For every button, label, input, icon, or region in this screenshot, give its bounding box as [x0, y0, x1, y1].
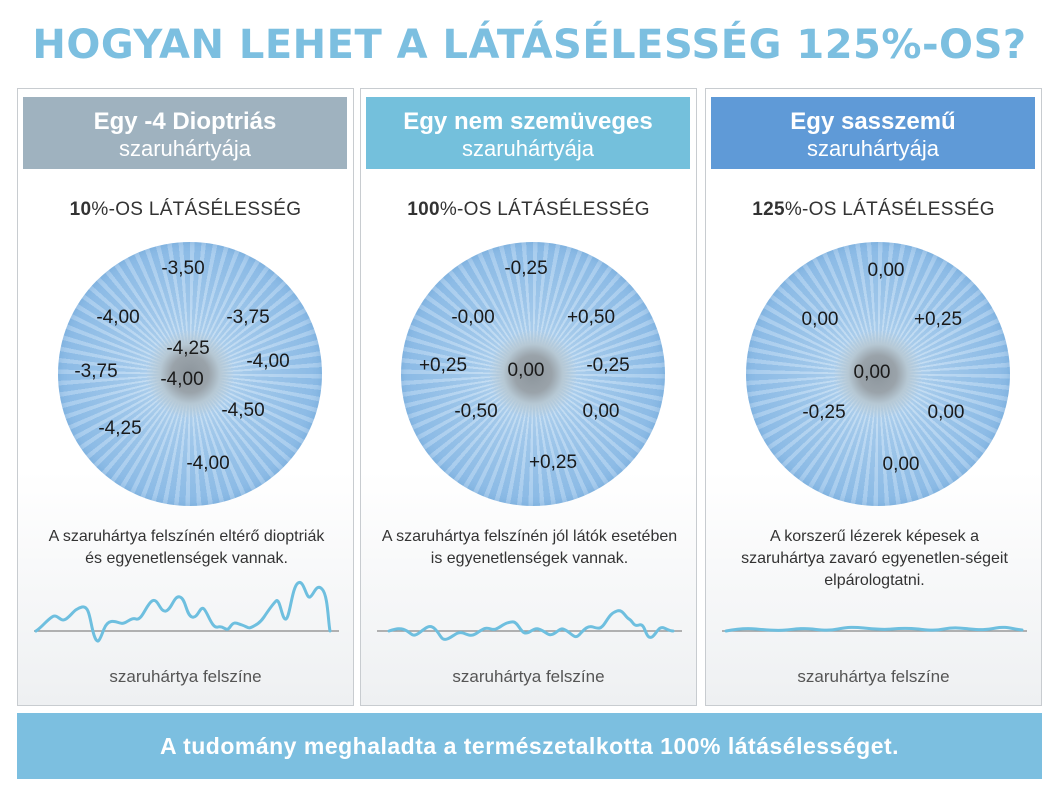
- acuity-text: %-OS LÁTÁSÉLESSÉG: [91, 199, 302, 220]
- acuity-label: 100%-OS LÁTÁSÉLESSÉG: [361, 199, 696, 221]
- page-title: HOGYAN LEHET A LÁTÁSÉLESSÉG 125%-OS?: [32, 22, 1027, 68]
- acuity-value: 100: [407, 199, 440, 220]
- diopter-value: -3,75: [226, 307, 270, 328]
- panel-header: Egy -4 Dioptriás szaruhártyája: [23, 97, 347, 169]
- acuity-text: %-OS LÁTÁSÉLESSÉG: [439, 199, 650, 220]
- acuity-text: %-OS LÁTÁSÉLESSÉG: [784, 199, 995, 220]
- diopter-value: -4,25: [166, 338, 210, 359]
- diopter-value: 0,00: [853, 362, 891, 383]
- panel-header: Egy sasszemű szaruhártyája: [711, 97, 1035, 169]
- diopter-value: 0,00: [507, 360, 545, 381]
- iris-illustration: -0,25 -0,00 +0,50 +0,25 0,00 -0,25 -0,50…: [401, 242, 665, 506]
- diopter-value: +0,50: [566, 307, 616, 328]
- panel-header: Egy nem szemüveges szaruhártyája: [366, 97, 690, 169]
- diopter-value: 0,00: [867, 260, 905, 281]
- diopter-value: +0,25: [528, 452, 578, 473]
- panel-header-title: Egy nem szemüveges: [403, 108, 653, 135]
- surface-profile-curve: [34, 581, 332, 643]
- diopter-value: -4,00: [186, 453, 230, 474]
- footer-banner: A tudomány meghaladta a természetalkotta…: [17, 713, 1042, 779]
- panel-eagle-eye: Egy sasszemű szaruhártyája 125%-OS LÁTÁS…: [705, 88, 1042, 706]
- panel-header-subtitle: szaruhártyája: [461, 136, 595, 161]
- diopter-value: 0,00: [927, 402, 965, 423]
- panel-header-subtitle: szaruhártyája: [118, 136, 252, 161]
- diopter-value: -4,50: [221, 400, 265, 421]
- surface-profile-graph: [34, 581, 339, 643]
- diopter-value: +0,25: [913, 309, 963, 330]
- surface-profile-curve: [724, 625, 1024, 633]
- diopter-value: -4,00: [96, 307, 140, 328]
- diopter-value: 0,00: [801, 309, 839, 330]
- surface-profile-graph: [722, 625, 1027, 633]
- panel-minus-4-diopter: Egy -4 Dioptriás szaruhártyája 10%-OS LÁ…: [17, 88, 354, 706]
- acuity-label: 125%-OS LÁTÁSÉLESSÉG: [706, 199, 1041, 221]
- panel-description: A szaruhártya felszínén jól látók esetéb…: [381, 528, 678, 567]
- diopter-value: -0,50: [454, 401, 498, 422]
- acuity-value: 10: [69, 199, 92, 220]
- surface-label: szaruhártya felszíne: [797, 667, 950, 686]
- diopter-value: -3,75: [74, 361, 118, 382]
- acuity-value: 125: [752, 199, 785, 220]
- surface-profile-graph: [377, 609, 682, 641]
- panel-description: A szaruhártya felszínén eltérő dioptriák…: [48, 528, 325, 567]
- diopter-value: -4,25: [98, 418, 142, 439]
- panel-normal-vision: Egy nem szemüveges szaruhártyája 100%-OS…: [360, 88, 697, 706]
- diopter-value: -0,25: [504, 258, 548, 279]
- acuity-label: 10%-OS LÁTÁSÉLESSÉG: [18, 199, 353, 221]
- diopter-value: +0,25: [418, 355, 468, 376]
- panel-description: A korszerű lézerek képesek a szaruhártya…: [741, 528, 1008, 589]
- panel-header-title: Egy -4 Dioptriás: [93, 108, 277, 135]
- diopter-value: -0,00: [451, 307, 495, 328]
- surface-label: szaruhártya felszíne: [452, 667, 605, 686]
- diopter-value: -4,00: [160, 369, 204, 390]
- iris-illustration: -3,50 -4,00 -3,75 -4,25 -4,00 -3,75 -4,0…: [58, 242, 322, 506]
- diopter-value: -0,25: [586, 355, 630, 376]
- diopter-value: -0,25: [802, 402, 846, 423]
- surface-profile-curve: [387, 609, 675, 641]
- diopter-value: 0,00: [582, 401, 620, 422]
- panel-header-subtitle: szaruhártyája: [806, 136, 940, 161]
- iris-illustration: 0,00 0,00 +0,25 0,00 -0,25 0,00 0,00: [746, 242, 1010, 506]
- surface-label: szaruhártya felszíne: [109, 667, 262, 686]
- panel-header-title: Egy sasszemű: [790, 108, 956, 135]
- diopter-value: -3,50: [161, 258, 205, 279]
- diopter-value: -4,00: [246, 351, 290, 372]
- diopter-value: 0,00: [882, 454, 920, 475]
